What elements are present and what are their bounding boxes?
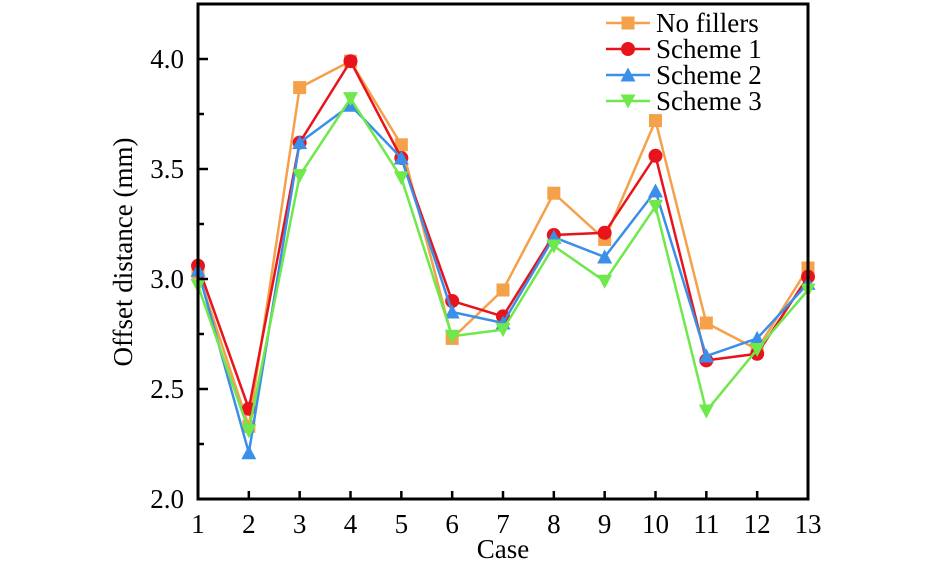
legend-item: No fillers [606, 8, 759, 38]
legend-label: Scheme 3 [656, 86, 762, 116]
data-point [393, 150, 409, 165]
data-point [293, 81, 307, 95]
y-tick-label: 3.0 [150, 264, 184, 294]
legend-marker [620, 67, 636, 82]
x-tick-label: 10 [642, 509, 669, 539]
data-point [546, 239, 562, 254]
x-tick-label: 3 [293, 509, 307, 539]
y-tick-label: 2.5 [150, 374, 184, 404]
data-point [292, 169, 308, 184]
x-tick-label: 6 [445, 509, 459, 539]
x-tick-label: 5 [395, 509, 409, 539]
legend-marker [621, 16, 635, 30]
series-scheme-3 [190, 92, 816, 439]
data-point [393, 171, 409, 186]
x-tick-label: 7 [496, 509, 510, 539]
data-point [648, 148, 663, 163]
x-tick-label: 13 [795, 509, 822, 539]
x-axis-title: Case [477, 534, 530, 564]
plot-series-group [190, 54, 816, 460]
series-no-fillers [191, 54, 815, 433]
x-tick-label: 4 [344, 509, 358, 539]
data-point [394, 138, 408, 152]
legend-item: Scheme 2 [606, 60, 762, 90]
data-point [241, 445, 257, 460]
data-point [649, 114, 662, 128]
x-tick-label: 9 [598, 509, 612, 539]
data-point [343, 92, 358, 107]
legend-marker [620, 94, 636, 109]
data-point [597, 249, 613, 264]
data-point [444, 329, 460, 344]
y-tick-label: 3.5 [150, 154, 184, 184]
x-tick-label: 12 [744, 509, 771, 539]
y-axis: 2.0 2.5 3.0 3.5 4.0 [150, 44, 208, 514]
x-tick-label: 2 [242, 509, 256, 539]
data-point [496, 283, 510, 297]
x-axis: 1 2 3 4 5 6 7 8 9 10 11 12 13 [191, 491, 822, 539]
legend-label: Scheme 1 [656, 34, 762, 64]
data-point [698, 348, 714, 363]
data-point [749, 330, 765, 345]
data-point [495, 323, 511, 338]
legend-label: Scheme 2 [656, 60, 762, 90]
y-axis-title: Offset distance (mm) [108, 138, 138, 367]
y-tick-label: 2.0 [150, 484, 184, 514]
y-tick-label: 4.0 [150, 44, 184, 74]
data-point [444, 304, 460, 319]
x-tick-label: 8 [547, 509, 561, 539]
data-point [749, 342, 765, 357]
legend-marker [621, 42, 635, 56]
x-tick-label: 11 [693, 509, 719, 539]
legend-item: Scheme 1 [606, 34, 762, 64]
data-point [292, 135, 308, 150]
data-point [343, 54, 358, 69]
legend-item: Scheme 3 [606, 86, 762, 116]
data-point [241, 424, 257, 439]
data-point [648, 183, 663, 198]
data-point [597, 225, 612, 240]
series-scheme-2 [190, 97, 816, 460]
legend-label: No fillers [656, 8, 759, 38]
data-point [699, 316, 713, 330]
data-point [547, 186, 561, 200]
x-tick-label: 1 [191, 509, 205, 539]
data-point [698, 404, 714, 419]
data-point [648, 199, 663, 214]
data-point [597, 274, 613, 289]
